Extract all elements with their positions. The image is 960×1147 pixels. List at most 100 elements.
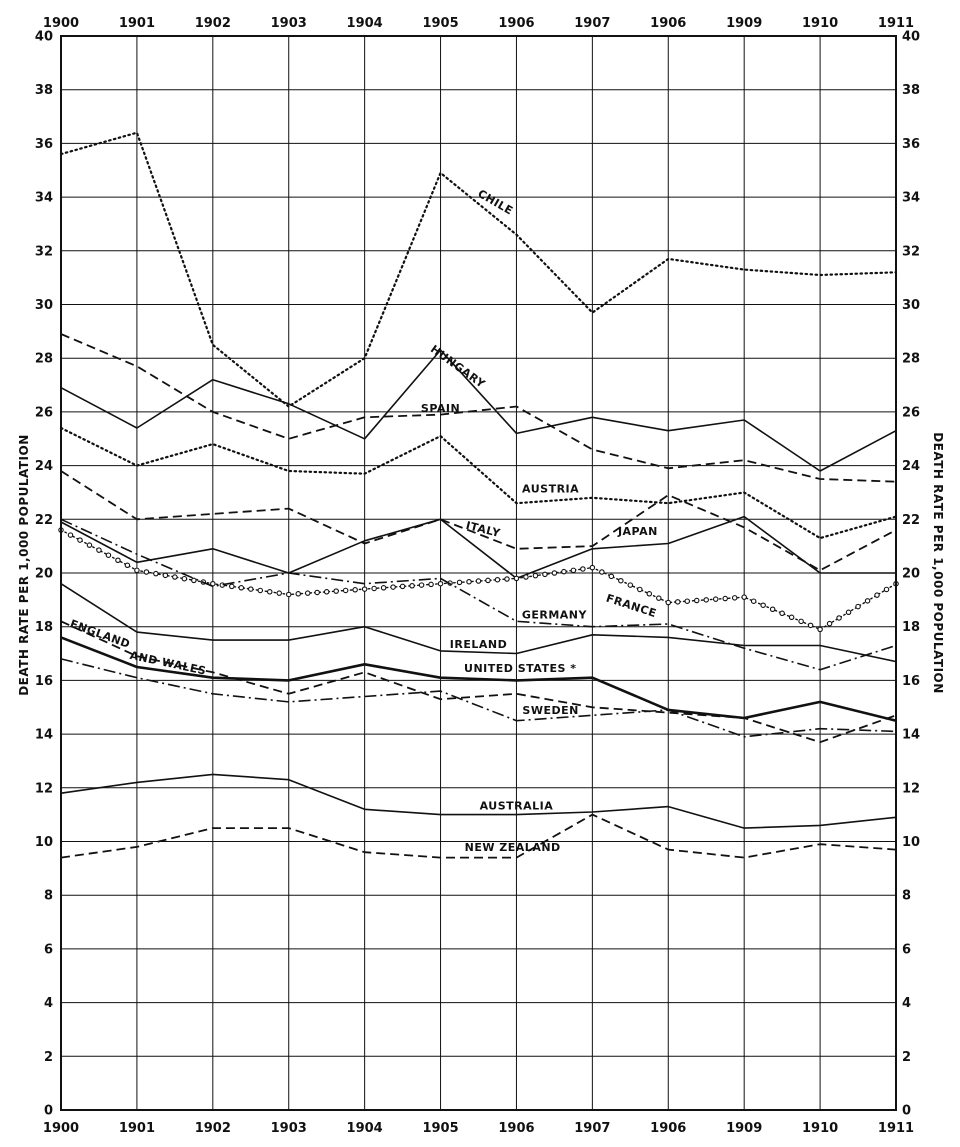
series-marker-france xyxy=(779,610,785,617)
x-tick-label-top: 1911 xyxy=(878,16,914,31)
series-marker-france xyxy=(248,586,254,592)
series-label-spain: SPAIN xyxy=(421,402,460,415)
series-marker-france xyxy=(105,552,112,558)
series-line-france xyxy=(60,529,897,631)
series-marker-france xyxy=(390,584,396,590)
series-label-sweden: SWEDEN xyxy=(522,704,578,717)
x-tick-label-bottom: 1909 xyxy=(726,1121,762,1136)
y-tick-label-left: 14 xyxy=(35,728,53,743)
series-marker-france xyxy=(703,597,709,603)
series-marker-france xyxy=(523,574,529,580)
y-tick-label-right: 22 xyxy=(902,513,920,528)
series-line-united-states xyxy=(60,636,897,722)
y-tick-label-left: 36 xyxy=(35,137,53,152)
series-marker-france xyxy=(361,586,368,592)
series-marker-france xyxy=(238,585,245,591)
series-marker-france xyxy=(352,587,358,593)
y-tick-label-right: 6 xyxy=(902,942,911,957)
series-line-japan xyxy=(60,515,896,580)
series-marker-france xyxy=(750,598,757,604)
series-marker-france xyxy=(162,572,169,579)
series-marker-france xyxy=(864,598,871,604)
series-marker-france xyxy=(285,591,292,598)
y-tick-label-right: 0 xyxy=(902,1104,911,1119)
series-marker-france xyxy=(399,583,406,590)
series-marker-france xyxy=(323,589,330,595)
series-marker-france xyxy=(580,566,586,572)
y-tick-label-right: 10 xyxy=(902,835,920,850)
series-marker-france xyxy=(304,590,311,596)
x-tick-label-top: 1906 xyxy=(498,16,534,31)
y-tick-label-right: 18 xyxy=(902,620,920,635)
y-tick-label-right: 24 xyxy=(902,459,920,474)
y-tick-label-left: 32 xyxy=(35,244,53,259)
series-label-australia: AUSTRALIA xyxy=(480,799,554,812)
series-marker-france xyxy=(266,589,273,595)
series-marker-france xyxy=(665,599,672,606)
plot-frame xyxy=(60,35,897,1111)
series-marker-france xyxy=(418,582,425,588)
series-marker-france xyxy=(637,586,643,593)
x-tick-label-bottom: 1910 xyxy=(802,1121,838,1136)
series-marker-france xyxy=(314,589,320,596)
y-tick-label-right: 32 xyxy=(902,244,920,259)
series-marker-france xyxy=(456,579,463,586)
y-axis-title-right: DEATH RATE PER 1,000 POPULATION xyxy=(931,432,945,694)
y-tick-label-left: 8 xyxy=(44,889,53,904)
y-tick-label-right: 34 xyxy=(902,191,920,206)
x-tick-label-bottom: 1901 xyxy=(119,1121,155,1136)
series-marker-france xyxy=(333,588,339,594)
series-marker-france xyxy=(229,583,235,590)
series-marker-france xyxy=(257,587,264,594)
series-marker-france xyxy=(295,591,301,597)
series-marker-france xyxy=(656,595,662,601)
series-marker-france xyxy=(532,572,539,579)
series-marker-france xyxy=(485,577,491,584)
x-tick-label-top: 1910 xyxy=(802,16,838,31)
series-line-sweden xyxy=(60,658,897,738)
series-marker-france xyxy=(741,594,747,600)
tick-labels: 1900 1901 1902 1903 1904 1905 1906 1907 1906 1909… xyxy=(35,16,920,1136)
series-marker-france xyxy=(570,567,577,574)
series-line-austria xyxy=(59,426,898,540)
x-tick-label-bottom: 1903 xyxy=(271,1121,307,1136)
series-marker-france xyxy=(836,615,842,621)
y-tick-label-left: 30 xyxy=(35,298,53,313)
series-marker-france xyxy=(589,564,596,571)
y-tick-label-left: 12 xyxy=(35,781,53,796)
y-axis-title-left: DEATH RATE PER 1,000 POPULATION xyxy=(17,434,31,696)
series-marker-france xyxy=(684,598,690,604)
y-tick-label-left: 24 xyxy=(35,459,53,474)
series-marker-france xyxy=(124,562,131,569)
plot-border xyxy=(60,35,897,1111)
series-marker-france xyxy=(874,592,880,598)
series-marker-france xyxy=(712,596,719,602)
x-tick-label-top: 1903 xyxy=(271,16,307,31)
y-tick-label-left: 28 xyxy=(35,352,53,367)
y-tick-label-left: 40 xyxy=(35,30,53,45)
x-tick-label-bottom: 1906 xyxy=(498,1121,534,1136)
y-tick-label-right: 14 xyxy=(902,728,920,743)
y-tick-label-right: 40 xyxy=(902,30,920,45)
y-tick-label-right: 12 xyxy=(902,781,920,796)
series-marker-france xyxy=(428,581,434,588)
series-marker-france xyxy=(807,622,814,629)
series-marker-france xyxy=(276,590,282,596)
x-tick-label-top: 1901 xyxy=(119,16,155,31)
y-tick-label-right: 2 xyxy=(902,1050,911,1065)
x-tick-label-bottom: 1905 xyxy=(422,1121,458,1136)
y-tick-label-left: 38 xyxy=(35,83,53,98)
series-label-austria: AUSTRIA xyxy=(522,483,579,496)
x-tick-label-top: 1909 xyxy=(726,16,762,31)
x-tick-label-top: 1906 xyxy=(650,16,686,31)
series-marker-france xyxy=(181,575,188,582)
series-line-england-and-wales xyxy=(60,620,897,744)
y-tick-label-right: 16 xyxy=(902,674,920,689)
y-tick-label-right: 28 xyxy=(902,352,920,367)
y-tick-label-left: 20 xyxy=(35,567,53,582)
x-tick-label-top: 1902 xyxy=(195,16,231,31)
series-marker-france xyxy=(722,595,728,602)
series-label-japan: JAPAN xyxy=(617,525,658,538)
